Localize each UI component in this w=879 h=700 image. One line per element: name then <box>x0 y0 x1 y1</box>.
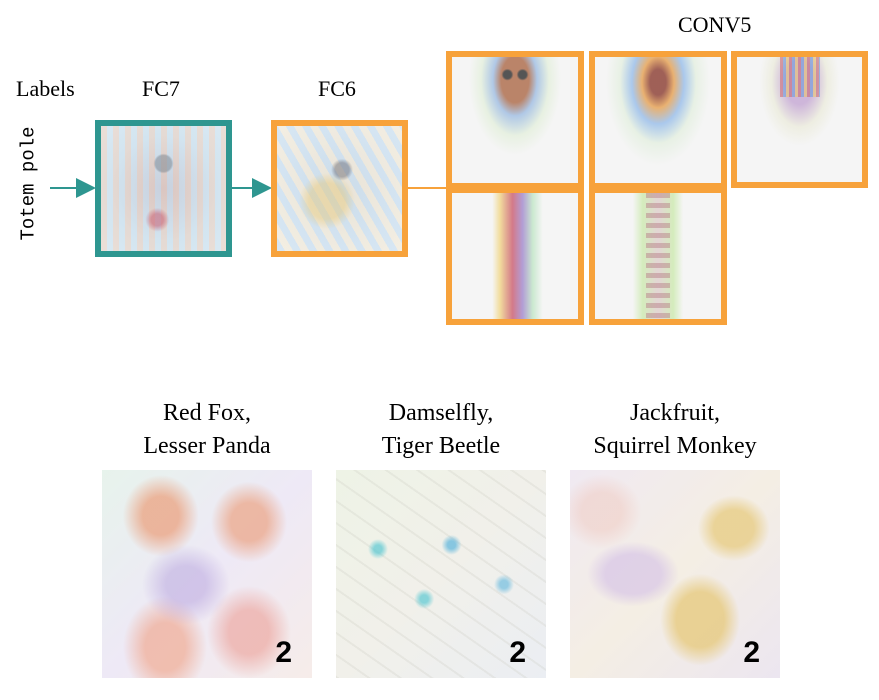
example-caption-2: Damselfly, Tiger Beetle <box>336 397 546 463</box>
fc7-visualization <box>95 120 232 257</box>
conv5-heading: CONV5 <box>678 12 752 37</box>
connector-arrows <box>50 178 450 198</box>
example-count-1: 2 <box>275 636 292 669</box>
conv5-unit-4 <box>446 187 584 325</box>
fc7-heading: FC7 <box>142 76 180 101</box>
example-caption-3: Jackfruit, Squirrel Monkey <box>570 397 780 463</box>
fc6-visualization <box>271 120 408 257</box>
conv5-unit-2 <box>589 51 727 189</box>
example-image-2: 2 <box>336 470 546 678</box>
example-caption-3-line2: Squirrel Monkey <box>593 433 757 459</box>
conv5-unit-5 <box>589 187 727 325</box>
example-caption-2-line1: Damselfly, <box>388 400 494 426</box>
example-image-1: 2 <box>102 470 312 678</box>
conv5-unit-3 <box>731 51 868 188</box>
example-count-2: 2 <box>509 636 526 669</box>
example-count-3: 2 <box>743 636 760 669</box>
example-caption-1-line1: Red Fox, <box>162 400 251 426</box>
example-image-3: 2 <box>570 470 780 678</box>
fc6-heading: FC6 <box>318 76 356 101</box>
example-caption-2-line2: Tiger Beetle <box>381 433 501 459</box>
conv5-unit-1 <box>446 51 584 189</box>
example-caption-3-line1: Jackfruit, <box>630 400 720 426</box>
example-caption-1-line2: Lesser Panda <box>143 433 271 459</box>
example-caption-1: Red Fox, Lesser Panda <box>102 397 312 463</box>
labels-heading: Labels <box>16 76 75 101</box>
